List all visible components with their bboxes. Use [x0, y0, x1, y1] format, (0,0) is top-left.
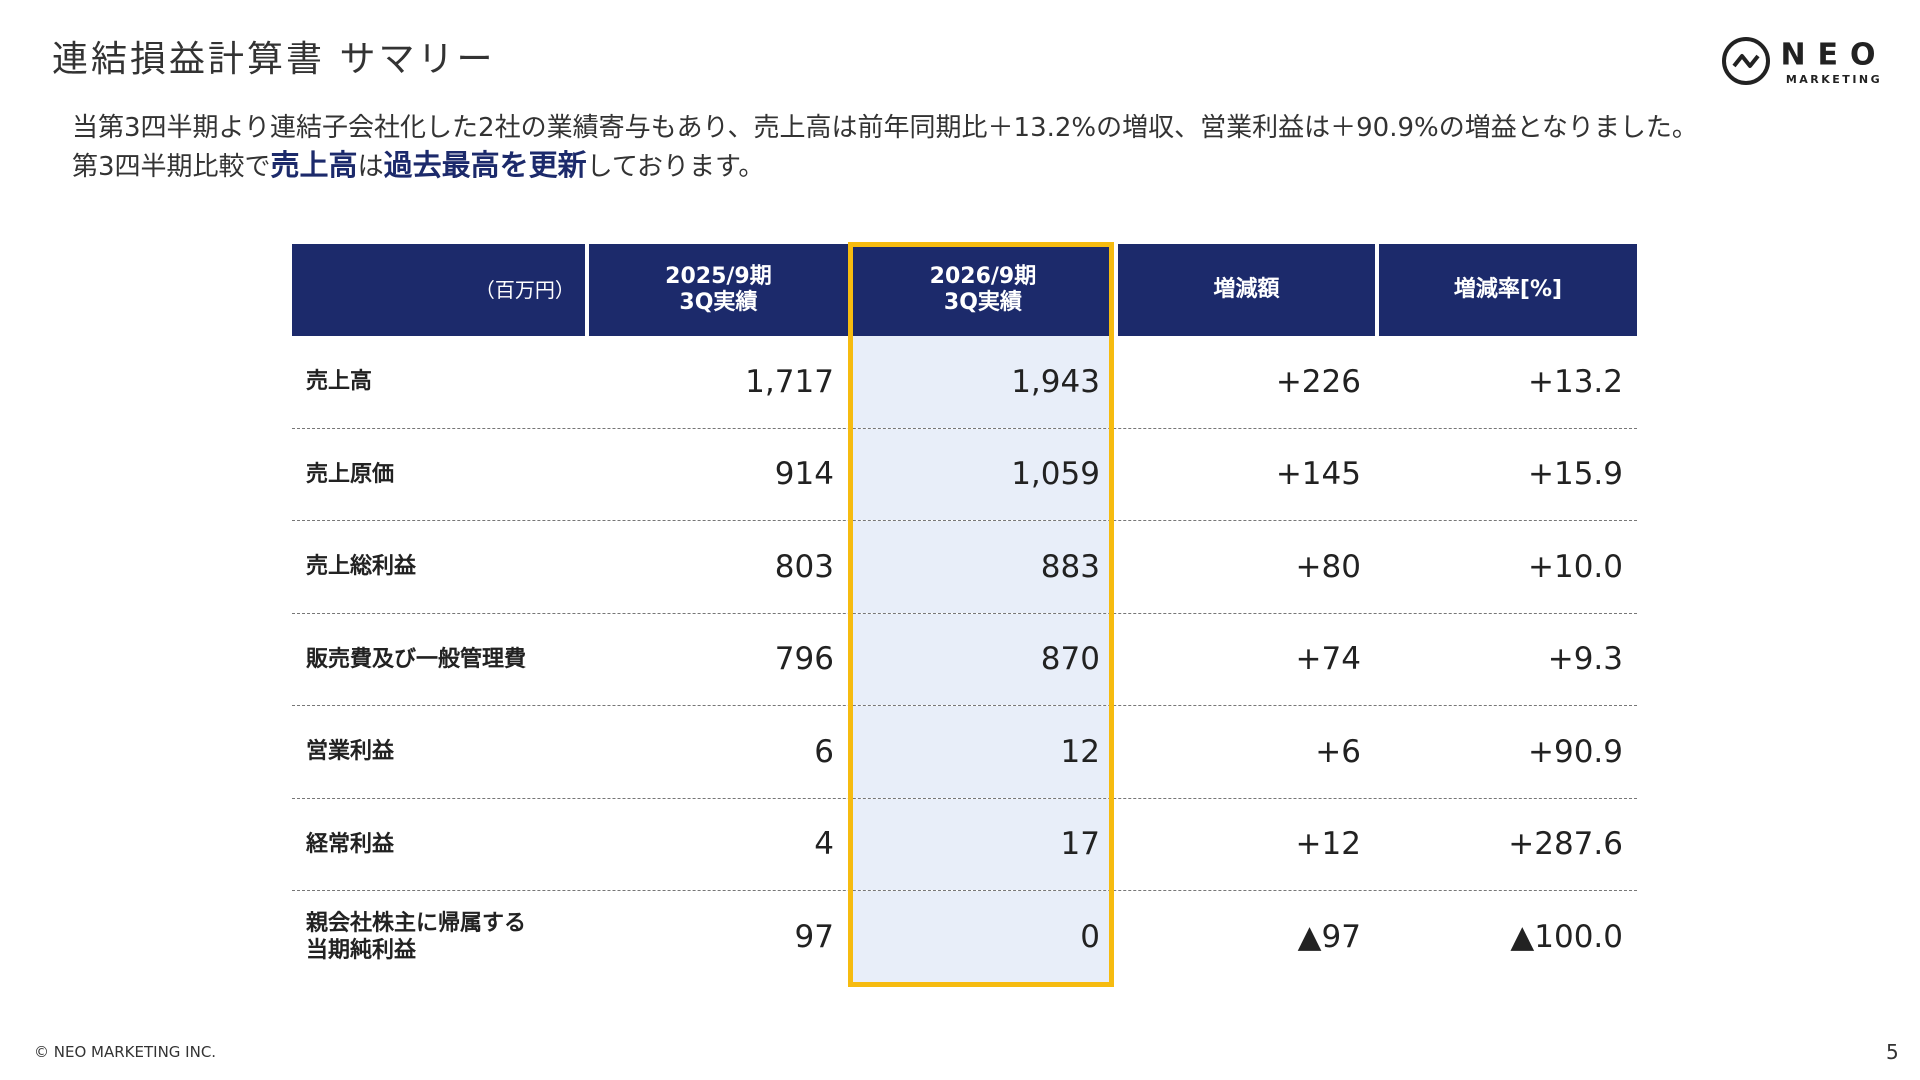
logo: NEO MARKETING — [1722, 37, 1887, 86]
value-cell: 883 — [851, 521, 1114, 613]
value-cell: +13.2 — [1528, 363, 1623, 400]
value-cell: 0 — [851, 891, 1114, 984]
value-cell: 1,059 — [851, 428, 1114, 520]
column-header: 2025/9期 — [665, 264, 772, 289]
value-cell: +9.3 — [1547, 641, 1623, 678]
value-cell: +6 — [1315, 733, 1361, 770]
value-cell: +10.0 — [1528, 548, 1623, 585]
data-row: 営業利益 6 12 +6 +90.9 — [292, 706, 1637, 799]
header-cell: （百万円） — [292, 244, 585, 336]
header-cell: 2025/9期 3Q実績 — [588, 244, 848, 336]
row-label: 営業利益 — [306, 739, 395, 765]
value-cell: +287.6 — [1508, 826, 1623, 863]
row-label: 売上原価 — [306, 461, 395, 487]
row-label: 経常利益 — [306, 831, 395, 857]
value-cell: +80 — [1295, 548, 1361, 585]
data-row: 経常利益 4 17 +12 +287.6 — [292, 798, 1637, 891]
data-row: 販売費及び一般管理費 796 870 +74 +9.3 — [292, 613, 1637, 706]
intro: 当第3四半期より連結子会社化した2社の業績寄与もあり、売上高は前年同期比＋13.… — [72, 110, 1842, 186]
data-row: 親会社株主に帰属する 当期純利益 97 0 ▲97 ▲100.0 — [292, 891, 1637, 984]
header-row: （百万円） 2025/9期 3Q実績 2026/9期 3Q実績 増減額 増減率[%] — [292, 244, 1637, 336]
logo-name: NEO — [1780, 38, 1887, 73]
logo-circle — [1722, 37, 1770, 85]
header-cell: 増減率[%] — [1378, 244, 1637, 336]
value-cell: +74 — [1295, 641, 1361, 678]
data-row: 売上総利益 803 883 +80 +10.0 — [292, 521, 1637, 614]
value-cell: 97 — [794, 919, 834, 956]
intro-paragraph: 当第3四半期より連結子会社化した2社の業績寄与もあり、売上高は前年同期比＋13.… — [72, 110, 1842, 147]
value-cell: 870 — [851, 613, 1114, 705]
column-header: 3Q実績 — [679, 290, 758, 315]
value-cell: 1,717 — [745, 363, 834, 400]
value-cell: +15.9 — [1528, 456, 1623, 493]
slide-title: 連結損益計算書 サマリー — [52, 39, 496, 80]
data-row: 売上高 1,717 1,943 +226 +13.2 — [292, 336, 1637, 429]
value-cell: +145 — [1275, 456, 1361, 493]
value-cell: 1,943 — [851, 336, 1114, 428]
value-cell: 4 — [814, 826, 834, 863]
value-cell: ▲100.0 — [1510, 919, 1623, 956]
value-cell: ▲97 — [1297, 919, 1361, 956]
value-cell: 914 — [774, 456, 834, 493]
value-cell: 17 — [851, 798, 1114, 890]
unit-label: （百万円） — [474, 278, 575, 302]
value-cell: +12 — [1295, 826, 1361, 863]
pl-table: （百万円） 2025/9期 3Q実績 2026/9期 3Q実績 増減額 増減率[%] 売上高 1… — [292, 244, 1637, 984]
value-cell: 796 — [774, 641, 834, 678]
intro-text: 当第3四半期より連結子会社化した2社の業績寄与もあり、売上高は前年同期比＋13.… — [72, 113, 1698, 143]
logo-sub: MARKETING — [1786, 73, 1882, 86]
header-cell: 増減額 — [1117, 244, 1375, 336]
value-cell: 803 — [774, 548, 834, 585]
header-cell: 2026/9期 3Q実績 — [851, 244, 1114, 336]
column-header: 3Q実績 — [943, 290, 1022, 315]
intro-text: 第3四半期比較で — [72, 152, 271, 182]
value-cell: +226 — [1275, 363, 1361, 400]
column-header: 2026/9期 — [929, 264, 1037, 289]
page-number: 5 — [1886, 1040, 1899, 1064]
emphasis-text: 売上高 — [270, 148, 358, 182]
intro-text: は — [357, 152, 384, 182]
intro-text: しております。 — [586, 152, 765, 182]
value-cell: 6 — [814, 733, 834, 770]
emphasis-text: 過去最高を更新 — [383, 148, 587, 182]
row-label: 親会社株主に帰属する 当期純利益 — [306, 911, 527, 964]
intro-paragraph: 第3四半期比較で売上高は過去最高を更新しております。 — [72, 147, 1842, 186]
logo-zigzag — [1732, 54, 1760, 68]
data-row: 売上原価 914 1,059 +145 +15.9 — [292, 428, 1637, 521]
column-header: 増減額 — [1213, 277, 1280, 302]
column-header: 増減率[%] — [1453, 277, 1563, 302]
copyright: © NEO MARKETING INC. — [34, 1043, 217, 1061]
value-cell: 12 — [851, 706, 1114, 798]
row-label: 売上総利益 — [306, 554, 417, 580]
value-cell: +90.9 — [1528, 733, 1623, 770]
row-label: 販売費及び一般管理費 — [306, 646, 527, 672]
row-label: 売上高 — [306, 369, 373, 395]
